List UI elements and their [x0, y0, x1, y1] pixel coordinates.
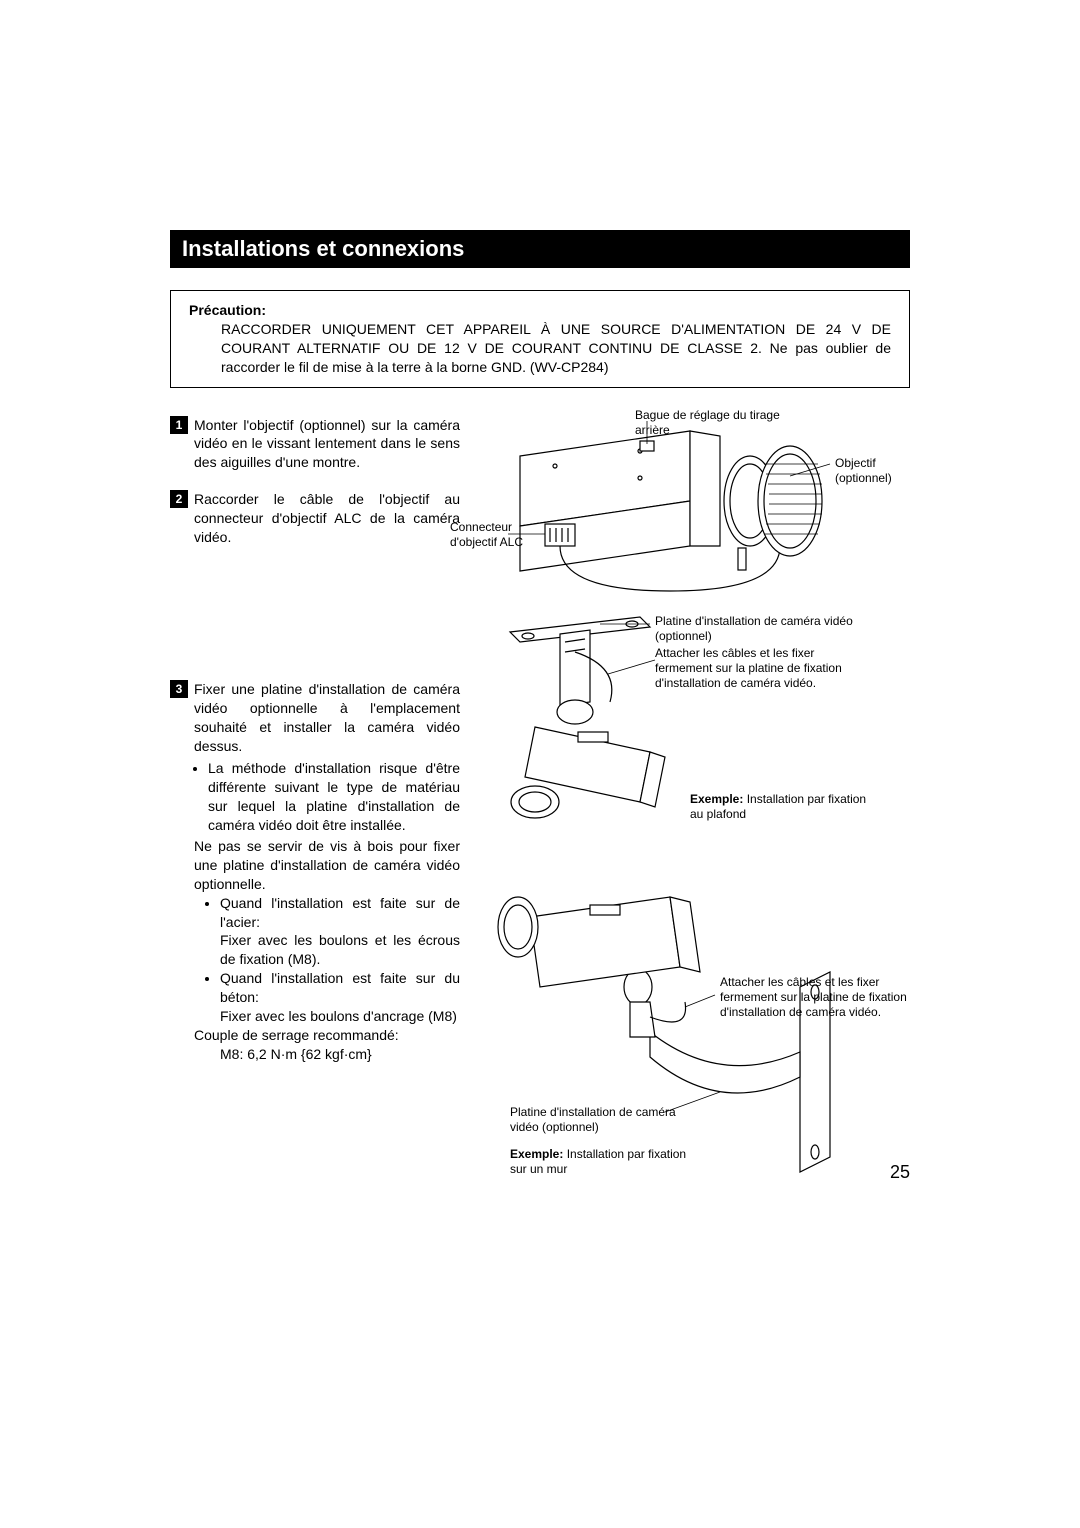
section-header: Installations et connexions: [170, 230, 910, 268]
figure-2: Platine d'installation de caméra vidéo (…: [490, 612, 910, 857]
caution-box: Précaution: RACCORDER UNIQUEMENT CET APP…: [170, 290, 910, 388]
page-number: 25: [890, 1162, 910, 1183]
step-2-text: Raccorder le câble de l'objectif au conn…: [194, 490, 460, 547]
step-3-text: Fixer une platine d'installation de camé…: [194, 680, 460, 756]
step-1-number: 1: [170, 416, 188, 434]
label-bracket-wall: Platine d'installation de caméra vidéo (…: [510, 1105, 690, 1135]
caution-text: RACCORDER UNIQUEMENT CET APPAREIL À UNE …: [189, 320, 891, 377]
figure-1: Bague de réglage du tirage arrière Objec…: [490, 416, 910, 606]
caution-title: Précaution:: [189, 302, 266, 318]
example-label-ceiling: Exemple:: [690, 792, 743, 806]
label-cable-ceiling: Attacher les câbles et les fixer fermeme…: [655, 646, 875, 691]
step-3-sub1-text: Fixer avec les boulons et les écrous de …: [220, 932, 460, 967]
label-example-wall: Exemple: Installation par fixation sur u…: [510, 1147, 700, 1177]
label-backfocus: Bague de réglage du tirage arrière: [635, 408, 785, 438]
step-2-number: 2: [170, 490, 188, 508]
step-3-body: Fixer une platine d'installation de camé…: [194, 680, 460, 1064]
example-label-wall: Exemple:: [510, 1147, 563, 1161]
step-1-text: Monter l'objectif (optionnel) sur la cam…: [194, 416, 460, 473]
step-1: 1 Monter l'objectif (optionnel) sur la c…: [170, 416, 460, 473]
step-3: 3 Fixer une platine d'installation de ca…: [170, 680, 460, 1064]
label-bracket-ceiling: Platine d'installation de caméra vidéo (…: [655, 614, 855, 644]
step-2: 2 Raccorder le câble de l'objectif au co…: [170, 490, 460, 547]
step-3-sub1: Quand l'installation est faite sur de l'…: [220, 894, 460, 970]
figure-3: Attacher les câbles et les fixer fermeme…: [490, 857, 910, 1197]
step-3-bullet1: La méthode d'installation risque d'être …: [208, 760, 460, 833]
label-lens: Objectif (optionnel): [835, 456, 915, 486]
label-alc: Connecteur d'objectif ALC: [450, 520, 530, 550]
step-3-note: Ne pas se servir de vis à bois pour fixe…: [194, 837, 460, 894]
left-column: 1 Monter l'objectif (optionnel) sur la c…: [170, 416, 460, 1197]
step-3-number: 3: [170, 680, 188, 698]
content-columns: 1 Monter l'objectif (optionnel) sur la c…: [170, 416, 910, 1197]
label-example-ceiling: Exemple: Installation par fixation au pl…: [690, 792, 880, 822]
label-cable-wall: Attacher les câbles et les fixer fermeme…: [720, 975, 910, 1020]
step-3-sub1-title: Quand l'installation est faite sur de l'…: [220, 895, 460, 930]
page: Installations et connexions Précaution: …: [0, 0, 1080, 1528]
right-column: Bague de réglage du tirage arrière Objec…: [490, 416, 910, 1197]
camera-top-drawing: [490, 416, 910, 606]
step-3-sub2-text: Fixer avec les boulons d'ancrage (M8): [220, 1008, 457, 1024]
torque-title: Couple de serrage recommandé:: [194, 1026, 460, 1045]
torque-value: M8: 6,2 N·m {62 kgf·cm}: [194, 1045, 460, 1064]
step-3-sub2-title: Quand l'installation est faite sur du bé…: [220, 970, 460, 1005]
step-3-sub2: Quand l'installation est faite sur du bé…: [220, 969, 460, 1026]
wall-mount-drawing: [490, 857, 910, 1197]
